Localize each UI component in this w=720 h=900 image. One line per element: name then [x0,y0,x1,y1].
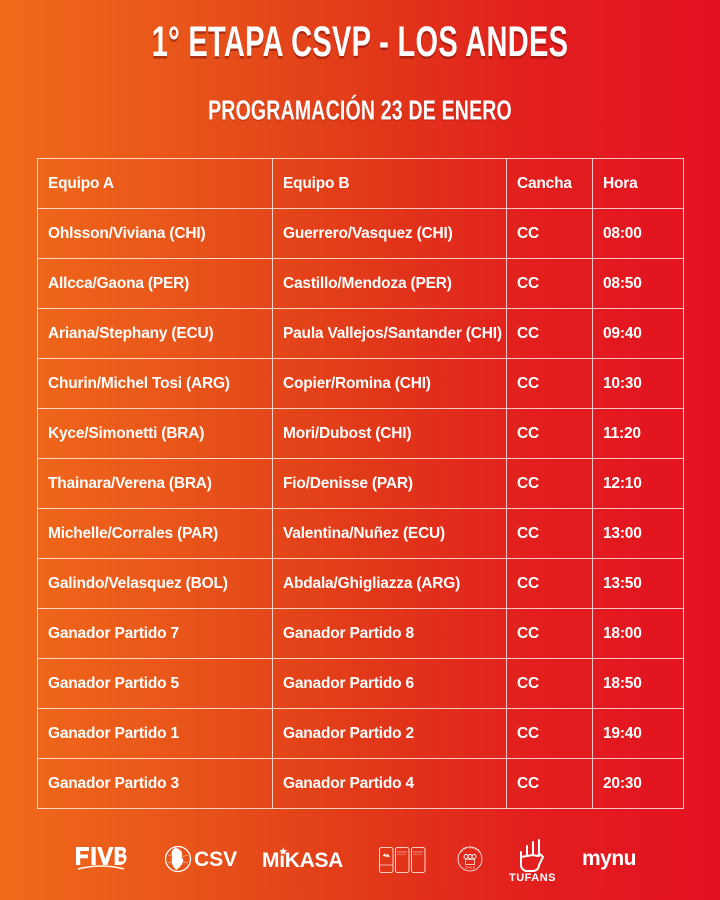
svg-text:mynu: mynu [582,847,636,870]
svg-text:COMITE OLIMPICO: COMITE OLIMPICO [456,843,482,854]
svg-text:MiKASA: MiKASA [262,849,343,872]
svg-text:TUFANS: TUFANS [509,872,556,884]
svg-text:CHILE: CHILE [465,866,475,870]
svg-text:CSV: CSV [194,848,237,871]
